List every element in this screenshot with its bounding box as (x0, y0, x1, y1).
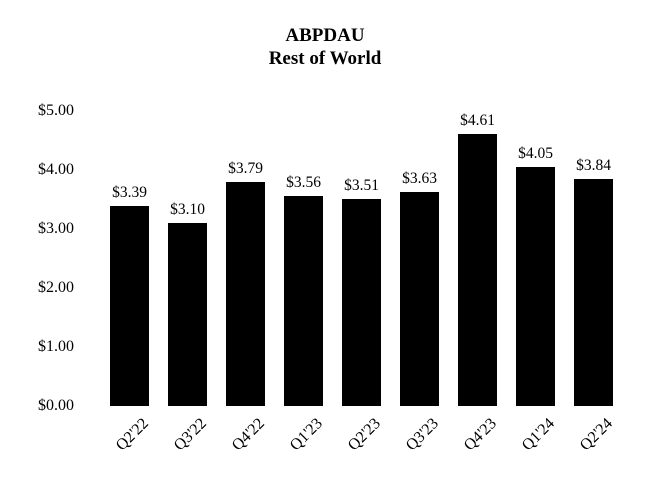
y-axis-tick-label: $3.00 (38, 220, 74, 237)
bar-Q4'23 (458, 134, 497, 406)
bar-value-label: $3.84 (576, 157, 611, 175)
y-axis-tick-label: $2.00 (38, 279, 74, 296)
x-axis-tick-label: Q4'23 (460, 415, 500, 455)
bar-Q3'22 (168, 223, 207, 406)
bar-value-label: $4.61 (460, 112, 495, 129)
bar-Q1'23 (284, 195, 323, 406)
y-axis-tick-label: $0.00 (38, 397, 74, 414)
x-axis-tick-label: Q2'23 (344, 415, 384, 455)
bar-value-label: $3.79 (228, 160, 263, 178)
bar-value-label: $3.63 (402, 169, 437, 187)
bar-value-label: $3.51 (344, 176, 379, 194)
bar-Q3'23 (400, 191, 439, 406)
chart-title: ABPDAU (285, 25, 365, 46)
bar-Q2'24 (574, 179, 613, 406)
bar-Q2'23 (342, 198, 381, 406)
x-axis-tick-label: Q3'22 (170, 415, 210, 455)
bar-Q2'22 (110, 205, 149, 406)
x-axis-tick-label: Q4'22 (228, 415, 268, 455)
x-axis-tick-label: Q1'24 (518, 415, 558, 455)
bar-Q4'22 (226, 182, 265, 406)
x-axis-tick-label: Q1'23 (286, 415, 326, 455)
y-axis-tick-label: $4.00 (38, 161, 74, 178)
bar-value-label: $4.05 (518, 145, 553, 163)
y-axis-tick-label: $1.00 (38, 338, 74, 355)
bar-value-label: $3.10 (170, 201, 205, 219)
bar-value-label: $3.56 (286, 173, 321, 191)
bar-Q1'24 (516, 167, 555, 406)
bar-value-label: $3.39 (112, 183, 147, 201)
chart-subtitle: Rest of World (268, 48, 382, 69)
x-axis-tick-label: Q2'24 (576, 415, 616, 455)
x-axis-tick-label: Q3'23 (402, 415, 442, 455)
x-axis-tick-label: Q2'22 (112, 415, 152, 455)
y-axis-tick-label: $5.00 (38, 102, 74, 119)
